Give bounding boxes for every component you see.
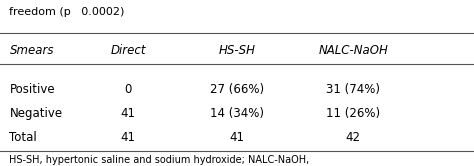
Text: 41: 41	[120, 131, 136, 144]
Text: NALC-NaOH: NALC-NaOH	[318, 44, 388, 57]
Text: Negative: Negative	[9, 107, 63, 120]
Text: 0: 0	[124, 83, 132, 96]
Text: 31 (74%): 31 (74%)	[326, 83, 380, 96]
Text: 14 (34%): 14 (34%)	[210, 107, 264, 120]
Text: freedom (p   0.0002): freedom (p 0.0002)	[9, 7, 125, 17]
Text: 27 (66%): 27 (66%)	[210, 83, 264, 96]
Text: Positive: Positive	[9, 83, 55, 96]
Text: 42: 42	[346, 131, 361, 144]
Text: 41: 41	[229, 131, 245, 144]
Text: HS-SH: HS-SH	[219, 44, 255, 57]
Text: Total: Total	[9, 131, 37, 144]
Text: 11 (26%): 11 (26%)	[326, 107, 380, 120]
Text: Smears: Smears	[9, 44, 54, 57]
Text: HS-SH, hypertonic saline and sodium hydroxide; NALC-NaOH,: HS-SH, hypertonic saline and sodium hydr…	[9, 155, 310, 165]
Text: Direct: Direct	[110, 44, 146, 57]
Text: 41: 41	[120, 107, 136, 120]
